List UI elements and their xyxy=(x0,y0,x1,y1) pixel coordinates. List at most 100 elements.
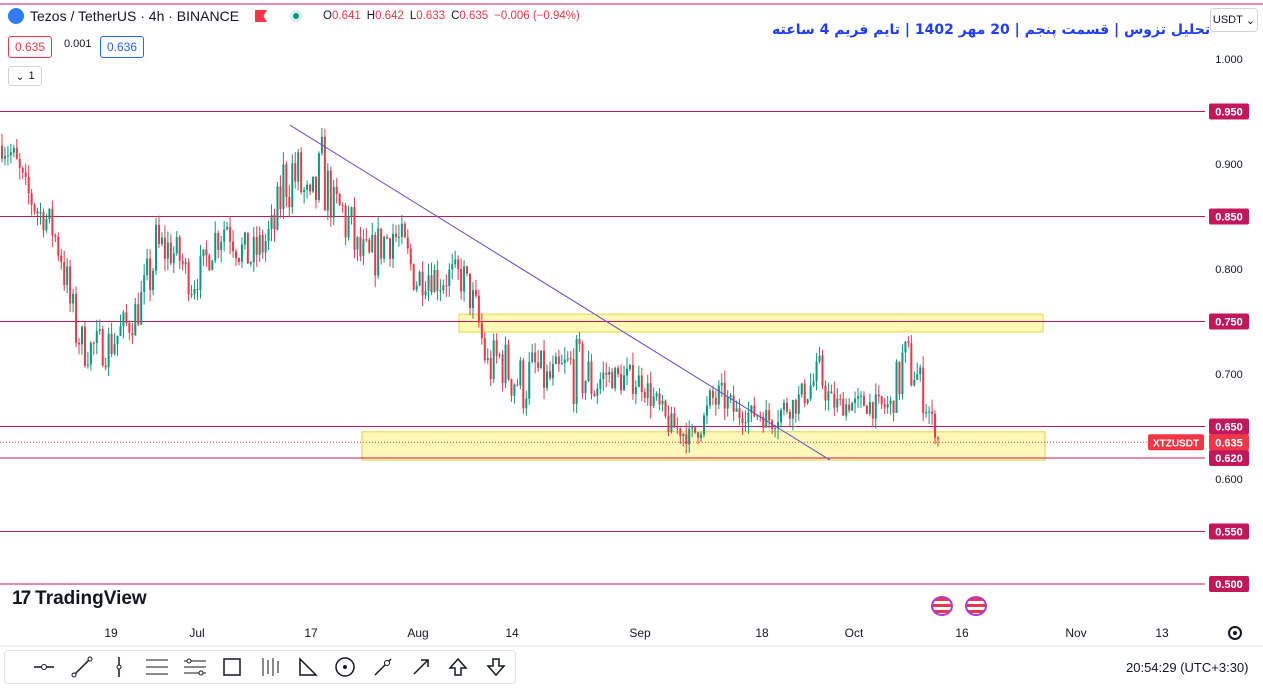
currency-button[interactable]: USDT ⌄ xyxy=(1210,8,1258,32)
arrow-tool-icon[interactable] xyxy=(402,652,440,682)
currency-label: USDT xyxy=(1212,14,1243,26)
low-value: 0.633 xyxy=(416,10,446,22)
candle-body xyxy=(857,396,860,399)
candle-body xyxy=(75,293,78,343)
candle-body xyxy=(788,411,791,419)
candle-body xyxy=(288,196,291,208)
clock[interactable]: 20:54:29 (UTC+3:30) xyxy=(1126,660,1249,675)
candle-body xyxy=(744,422,747,424)
arrow-up-icon[interactable] xyxy=(440,652,478,682)
candle-body xyxy=(859,395,862,397)
candle-body xyxy=(33,204,36,212)
candle-body xyxy=(643,391,646,398)
candles-layer xyxy=(1,128,939,454)
candle-body xyxy=(649,383,652,407)
candle-body xyxy=(916,374,919,380)
trendline-layer[interactable] xyxy=(289,124,831,461)
candle-body xyxy=(362,239,365,256)
candle-body xyxy=(134,304,137,336)
candle-body xyxy=(862,395,865,406)
candle-body xyxy=(255,236,258,255)
candle-body xyxy=(51,208,54,236)
arrow-down-icon[interactable] xyxy=(477,652,515,682)
candle-body xyxy=(806,399,809,404)
candle-body xyxy=(445,285,448,287)
gear-icon[interactable] xyxy=(1228,626,1242,640)
symbol-title[interactable]: Tezos / TetherUS · 4h · BINANCE xyxy=(30,8,240,24)
candle-body xyxy=(628,364,631,370)
candle-body xyxy=(427,275,430,291)
candle-body xyxy=(341,205,344,207)
chevron-down-icon: ⌄ xyxy=(1245,14,1256,27)
last-price-label: 0.635 xyxy=(1215,437,1243,449)
buy-price-button[interactable]: 0.636 xyxy=(100,36,145,58)
candle-body xyxy=(273,214,276,230)
level-price-label: 0.550 xyxy=(1215,527,1243,539)
candle-body xyxy=(883,404,886,408)
candle-body xyxy=(317,153,320,200)
market-status-icon[interactable] xyxy=(289,9,303,23)
candle-body xyxy=(60,255,63,263)
candle-body xyxy=(152,270,155,291)
candle-body xyxy=(620,374,623,391)
support-resistance-zone[interactable] xyxy=(458,313,1044,333)
candle-body xyxy=(107,333,110,368)
candle-body xyxy=(175,237,178,254)
rectangle-tool-icon[interactable] xyxy=(213,652,251,682)
candle-body xyxy=(261,234,264,253)
price-axis[interactable]: 0.950 0.850 0.750 0.650 0.620 0.550 0.500 1.000… xyxy=(0,0,1263,646)
candle-body xyxy=(528,361,531,399)
parallel-channel-tool-icon[interactable] xyxy=(138,652,176,682)
brush-tool-icon[interactable] xyxy=(364,652,402,682)
chevron-down-icon: ⌄ xyxy=(15,70,25,83)
flag-icon[interactable] xyxy=(255,10,268,22)
candle-body xyxy=(516,384,519,386)
cross-line-tool-icon[interactable] xyxy=(25,652,63,682)
spread-value: 0.001 xyxy=(64,38,92,50)
candle-body xyxy=(24,172,27,177)
zones-layer xyxy=(361,313,1046,461)
candle-body xyxy=(898,361,901,395)
candle-body xyxy=(169,242,172,264)
change-value: −0.006 (−0.94%) xyxy=(494,10,580,22)
tradingview-logo[interactable]: 17 TradingView xyxy=(12,588,147,610)
symbol-tag-label: XTZUSDT xyxy=(1153,438,1199,449)
fib-retracement-tool-icon[interactable] xyxy=(176,652,214,682)
economic-event-icon[interactable] xyxy=(931,596,953,616)
candle-body xyxy=(3,155,6,159)
descending-trendline[interactable] xyxy=(289,124,831,461)
candle-body xyxy=(66,266,69,286)
candle-body xyxy=(501,354,504,384)
time-tick-label: 18 xyxy=(755,626,769,640)
candle-body xyxy=(235,251,237,259)
candle-body xyxy=(258,234,261,255)
candle-body xyxy=(874,394,877,419)
candle-body xyxy=(723,382,726,409)
candle-body xyxy=(356,237,359,250)
sell-price-button[interactable]: 0.635 xyxy=(8,36,53,58)
candle-body xyxy=(178,237,181,261)
candle-body xyxy=(326,170,329,211)
candle-body xyxy=(95,330,98,344)
indicators-toggle[interactable]: ⌄ 1 xyxy=(8,66,42,86)
candle-body xyxy=(98,329,101,331)
candle-body xyxy=(750,405,753,413)
vertical-line-tool-icon[interactable] xyxy=(100,652,138,682)
annotation-text[interactable]: تحلیل تزوس | قسمت پنجم | 20 مهر 1402 | ت… xyxy=(772,22,1211,38)
trend-line-tool-icon[interactable] xyxy=(63,652,101,682)
candle-body xyxy=(415,285,418,290)
close-label: C xyxy=(451,10,460,22)
candle-body xyxy=(226,227,229,230)
economic-event-icon[interactable] xyxy=(965,596,987,616)
candle-body xyxy=(146,258,149,276)
candle-body xyxy=(931,411,934,414)
last-price-tag xyxy=(1209,434,1249,451)
candle-body xyxy=(845,404,848,416)
circle-tool-icon[interactable] xyxy=(327,652,365,682)
price-tick-label: 0.900 xyxy=(1215,159,1243,171)
time-axis[interactable]: 19 Jul 17 Aug 14 Sep 18 Oct 16 Nov 13 xyxy=(0,626,1263,647)
triangle-tool-icon[interactable] xyxy=(289,652,327,682)
long-position-tool-icon[interactable] xyxy=(251,652,289,682)
candle-body xyxy=(433,269,436,293)
